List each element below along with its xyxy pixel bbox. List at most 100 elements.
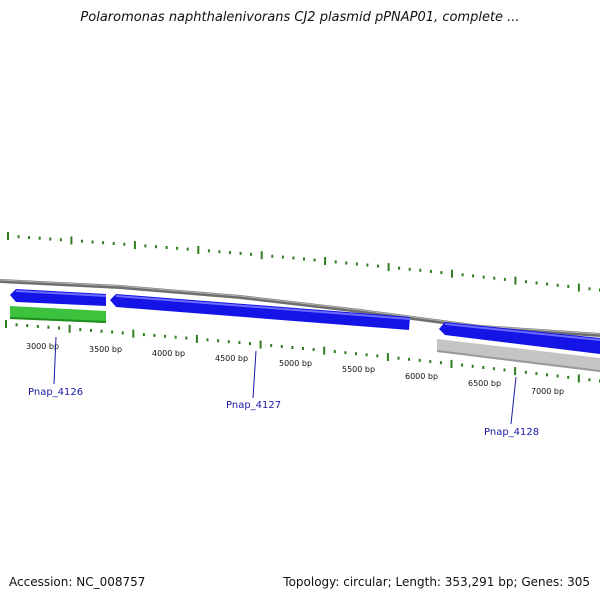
minor-tick [239, 251, 242, 255]
plasmid-backbone [0, 279, 600, 337]
minor-tick [144, 244, 147, 248]
minor-tick [397, 356, 400, 360]
minor-tick [493, 276, 496, 280]
scale-labels: 3000 bp 3500 bp 4000 bp 4500 bp 5000 bp … [26, 342, 564, 396]
gene-label-pnap-4128[interactable]: Pnap_4128 [484, 427, 539, 438]
minor-tick [345, 261, 348, 265]
scale-label: 7000 bp [531, 387, 564, 396]
minor-tick [546, 373, 548, 377]
scale-label: 3500 bp [89, 345, 122, 354]
major-tick [197, 246, 200, 254]
gene-callouts: Pnap_4126 Pnap_4127 Pnap_4128 [28, 336, 539, 438]
minor-tick [334, 260, 337, 264]
minor-tick [291, 346, 294, 349]
reverse-gene-1[interactable] [10, 306, 106, 323]
minor-tick [302, 347, 304, 350]
major-tick [450, 359, 453, 368]
minor-tick [155, 245, 157, 249]
minor-tick [524, 370, 527, 374]
gene-label-pnap-4126[interactable]: Pnap_4126 [28, 387, 83, 398]
minor-tick [121, 331, 124, 335]
major-tick [260, 251, 263, 260]
outer-tick-ring [7, 232, 600, 292]
minor-tick [461, 363, 464, 367]
minor-tick [366, 263, 369, 267]
major-tick [323, 346, 326, 355]
minor-tick [408, 267, 411, 271]
major-tick [7, 232, 9, 240]
minor-tick [174, 335, 177, 339]
minor-tick [238, 341, 241, 345]
minor-tick [165, 246, 168, 249]
minor-tick [482, 366, 485, 369]
accession-text: Accession: NC_008757 [9, 575, 146, 589]
major-tick [324, 257, 327, 265]
minor-tick [292, 256, 295, 260]
minor-tick [439, 361, 442, 365]
minor-tick [313, 258, 316, 262]
scale-label: 5000 bp [279, 359, 312, 368]
major-tick [5, 320, 7, 328]
minor-tick [79, 328, 82, 332]
minor-tick [249, 342, 251, 346]
gene-label-pnap-4127[interactable]: Pnap_4127 [226, 400, 281, 411]
minor-tick [123, 242, 126, 246]
minor-tick [567, 375, 570, 379]
minor-tick [112, 242, 115, 245]
minor-tick [546, 282, 549, 286]
scale-label: 4500 bp [215, 354, 248, 363]
minor-tick [503, 277, 506, 281]
scale-label: 4000 bp [152, 349, 185, 358]
minor-tick [229, 251, 231, 255]
minor-tick [47, 325, 50, 329]
minor-tick [227, 340, 230, 344]
minor-tick [429, 269, 432, 273]
map-title: Polaromonas naphthalenivorans CJ2 plasmi… [80, 10, 520, 25]
major-tick [68, 324, 71, 333]
gene-pnap-4128[interactable] [439, 322, 600, 354]
minor-tick [153, 333, 156, 337]
minor-tick [89, 328, 92, 332]
minor-tick [100, 329, 103, 333]
minor-tick [185, 336, 188, 340]
minor-tick [303, 257, 305, 261]
minor-tick [355, 352, 357, 356]
minor-tick [81, 239, 83, 243]
inner-tick-ring [5, 320, 600, 383]
minor-tick [186, 247, 189, 251]
minor-tick [333, 350, 336, 354]
minor-tick [218, 250, 221, 254]
major-tick [514, 276, 517, 285]
minor-tick [408, 357, 411, 361]
minor-tick [164, 334, 167, 338]
minor-tick [556, 283, 559, 287]
minor-tick [525, 280, 527, 284]
gene-pnap-4127[interactable] [110, 294, 410, 330]
minor-tick [440, 271, 443, 275]
minor-tick [461, 273, 464, 277]
scale-label: 3000 bp [26, 342, 59, 351]
callout-line [252, 350, 257, 399]
major-tick [514, 367, 517, 376]
minor-tick [142, 333, 145, 337]
minor-tick [492, 367, 495, 371]
minor-tick [398, 266, 401, 270]
scale-label: 6000 bp [405, 372, 438, 381]
minor-tick [588, 378, 591, 382]
minor-tick [91, 240, 94, 244]
major-tick [70, 236, 73, 245]
minor-tick [567, 284, 570, 288]
reverse-gene-2[interactable] [437, 339, 600, 372]
minor-tick [472, 274, 475, 278]
minor-tick [482, 275, 485, 279]
minor-tick [377, 264, 379, 268]
minor-tick [38, 236, 41, 240]
minor-tick [471, 364, 474, 368]
minor-tick [271, 254, 274, 258]
callout-line [53, 336, 57, 385]
minor-tick [207, 249, 210, 253]
minor-tick [111, 330, 114, 334]
gene-pnap-4126[interactable] [10, 289, 106, 306]
minor-tick [588, 287, 591, 291]
